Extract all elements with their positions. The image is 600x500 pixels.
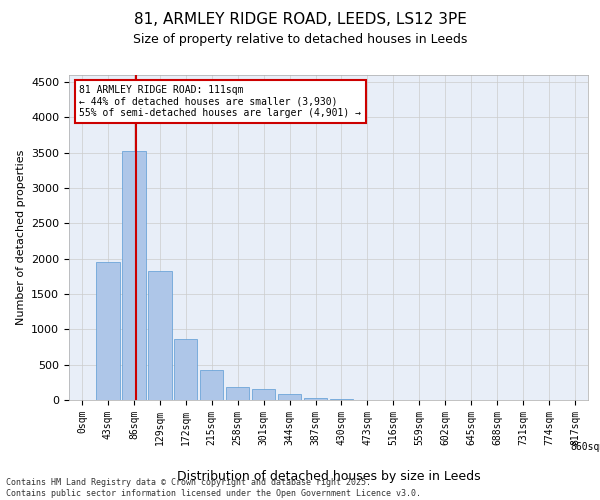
- Bar: [252, 390, 275, 400]
- Text: 860sqm: 860sqm: [571, 442, 600, 452]
- Bar: [200, 370, 223, 400]
- Text: 81 ARMLEY RIDGE ROAD: 111sqm
← 44% of detached houses are smaller (3,930)
55% of: 81 ARMLEY RIDGE ROAD: 111sqm ← 44% of de…: [79, 84, 361, 118]
- Text: Size of property relative to detached houses in Leeds: Size of property relative to detached ho…: [133, 32, 467, 46]
- Bar: [122, 150, 146, 400]
- Bar: [148, 272, 172, 400]
- Bar: [278, 394, 301, 400]
- Text: 81, ARMLEY RIDGE ROAD, LEEDS, LS12 3PE: 81, ARMLEY RIDGE ROAD, LEEDS, LS12 3PE: [134, 12, 466, 28]
- Bar: [226, 387, 250, 400]
- Y-axis label: Number of detached properties: Number of detached properties: [16, 150, 26, 325]
- Bar: [174, 338, 197, 400]
- Text: Contains HM Land Registry data © Crown copyright and database right 2025.
Contai: Contains HM Land Registry data © Crown c…: [6, 478, 421, 498]
- X-axis label: Distribution of detached houses by size in Leeds: Distribution of detached houses by size …: [176, 470, 481, 483]
- Bar: [96, 262, 119, 400]
- Bar: [304, 398, 327, 400]
- Bar: [330, 399, 353, 400]
